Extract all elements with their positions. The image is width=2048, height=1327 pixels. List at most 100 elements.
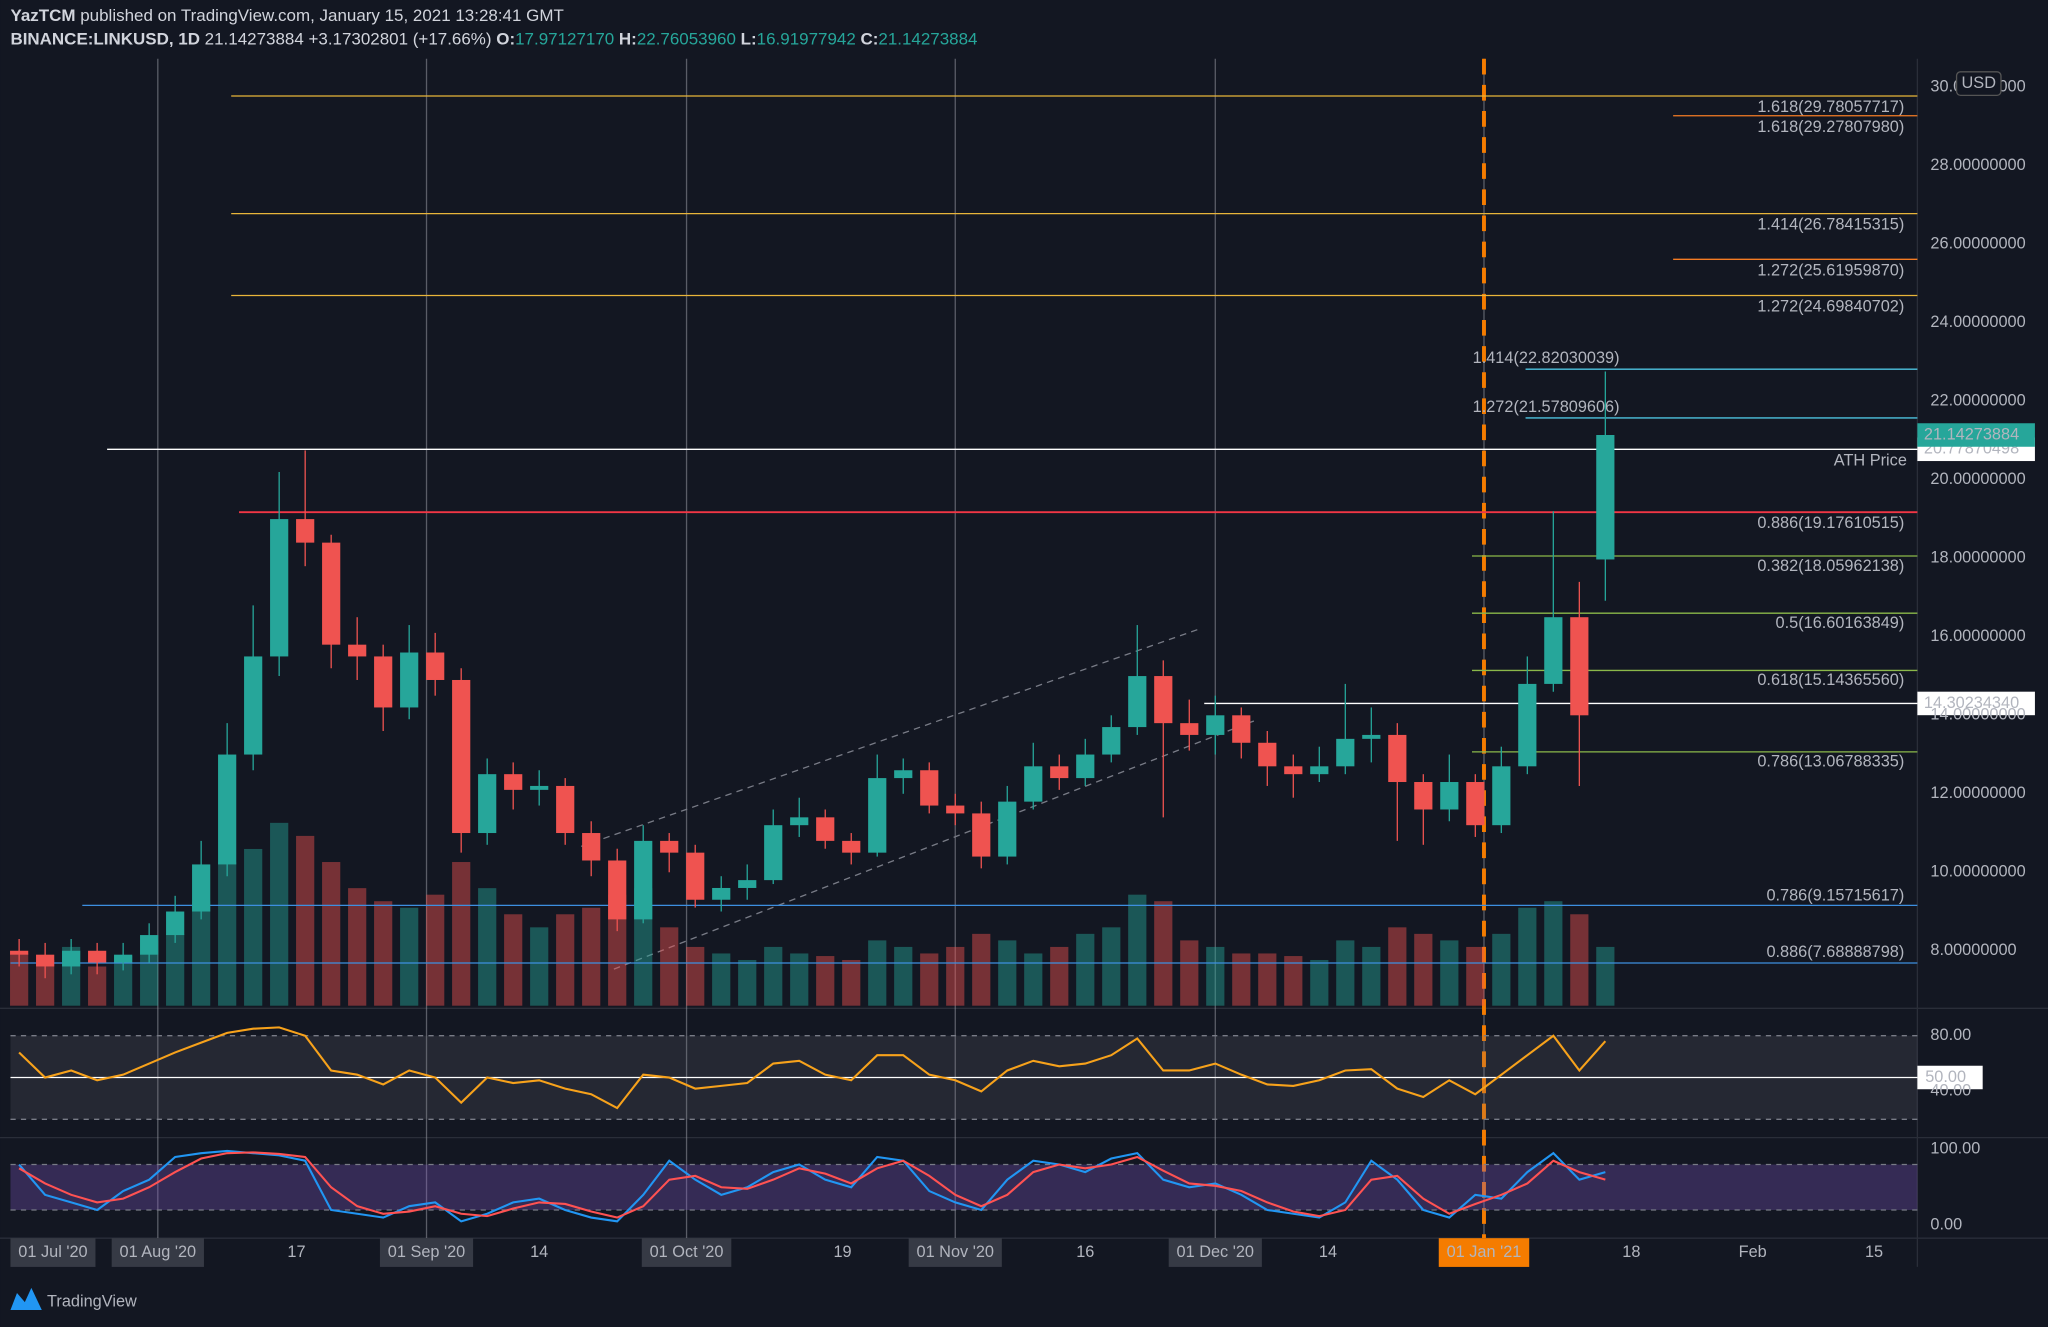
volume-bar — [1466, 946, 1485, 1006]
volume-bar — [972, 933, 991, 1006]
volume-bar — [712, 953, 731, 1006]
volume-bar — [1024, 953, 1043, 1006]
l-label: L: — [741, 30, 757, 49]
volume-bar — [1258, 953, 1277, 1006]
volume-bar — [504, 914, 523, 1006]
c-label: C: — [860, 30, 878, 49]
candle-body — [10, 950, 29, 955]
volume-bar — [426, 894, 445, 1006]
volume-bar — [1310, 959, 1329, 1006]
candle-body — [790, 817, 809, 826]
candle-body — [114, 954, 133, 963]
axis-price-box — [1917, 691, 2035, 716]
candle-body — [530, 785, 549, 790]
symbol: BINANCE:LINKUSD, 1D — [10, 30, 200, 49]
volume-bar — [452, 862, 471, 1006]
candle-body — [1050, 766, 1069, 779]
volume-bar — [660, 927, 679, 1006]
candle-body — [634, 840, 653, 920]
x-tick-label: 01 Oct '20 — [650, 1243, 724, 1261]
candle-body — [1388, 734, 1407, 783]
x-tick-label: 01 Nov '20 — [917, 1243, 994, 1261]
candle-body — [244, 656, 263, 755]
author: YazTCM — [10, 6, 75, 25]
volume-bar — [738, 959, 757, 1006]
level-label: 1.272(24.69840702) — [1757, 298, 1904, 316]
y-tick-label: 8.00000000 — [1930, 941, 2016, 959]
volume-bar — [140, 940, 159, 1006]
volume-bar — [868, 940, 887, 1006]
volume-bar — [1102, 927, 1121, 1006]
y-tick-label: 40.00 — [1930, 1082, 1971, 1100]
candle-body — [998, 801, 1017, 857]
volume-bar — [686, 946, 705, 1006]
x-tick-label: Feb — [1739, 1243, 1767, 1261]
volume-bar — [1440, 940, 1459, 1006]
volume-bar — [920, 953, 939, 1006]
volume-bar — [348, 888, 367, 1006]
candle-body — [1206, 715, 1225, 735]
volume-bar — [1284, 956, 1303, 1006]
candle-body — [556, 785, 575, 834]
candle-body — [608, 860, 627, 920]
candle-body — [1076, 754, 1095, 779]
y-tick-label: 18.00000000 — [1930, 549, 2025, 567]
candle-body — [712, 887, 731, 900]
level-label: 0.786(9.15715617) — [1766, 887, 1904, 905]
x-tick-label: 15 — [1865, 1243, 1883, 1261]
x-tick-label: 17 — [287, 1243, 305, 1261]
candle-body — [1180, 723, 1199, 735]
volume-bar — [1492, 933, 1511, 1006]
volume-bar — [1388, 927, 1407, 1006]
level-label: 1.618(29.78057717) — [1757, 98, 1904, 116]
x-tick-label: 01 Aug '20 — [120, 1243, 197, 1261]
level-label: 0.5(16.60163849) — [1776, 614, 1905, 632]
candle-body — [946, 805, 965, 814]
volume-bar — [10, 953, 29, 1006]
volume-bar — [270, 822, 289, 1006]
candle-body — [1466, 782, 1485, 826]
volume-bar — [946, 946, 965, 1006]
candle-body — [660, 840, 679, 853]
candle-body — [582, 833, 601, 861]
volume-bar — [1154, 901, 1173, 1006]
volume-bar — [244, 848, 263, 1006]
volume-bar — [1076, 933, 1095, 1006]
volume-bar — [764, 946, 783, 1006]
candle-body — [1258, 742, 1277, 767]
last-price-label: 21.14273884 — [1924, 425, 2019, 443]
header-line: YazTCM published on TradingView.com, Jan… — [10, 6, 563, 25]
currency-box — [1955, 71, 2002, 96]
level-label: 1.618(29.27807980) — [1757, 118, 1904, 136]
x-tick-box — [908, 1238, 1002, 1267]
x-tick-box — [641, 1238, 732, 1267]
axis-price-label: 14.30234340 — [1924, 694, 2019, 712]
volume-bar — [816, 956, 835, 1006]
candle-body — [140, 935, 159, 955]
x-tick-box — [379, 1238, 474, 1267]
candle-body — [1336, 738, 1355, 767]
trend-channel — [613, 720, 1255, 970]
x-tick-label: 16 — [1076, 1243, 1094, 1261]
symbol-line: BINANCE:LINKUSD, 1D 21.14273884 +3.17302… — [10, 30, 977, 49]
candle-body — [88, 950, 107, 963]
level-label: 1.414(22.82030039) — [1473, 349, 1620, 367]
candle-body — [686, 852, 705, 900]
candle-body — [374, 656, 393, 708]
x-tick-box — [1438, 1238, 1530, 1267]
candle-body — [764, 825, 783, 881]
volume-bar — [608, 894, 627, 1006]
volume-bar — [1128, 894, 1147, 1006]
level-label: 0.886(7.68888798) — [1766, 943, 1904, 961]
candle-body — [270, 519, 289, 657]
candle-body — [36, 954, 55, 967]
y-tick-label: 100.00 — [1930, 1140, 1980, 1158]
volume-bar — [114, 956, 133, 1006]
level-label: 1.272(21.57809606) — [1473, 398, 1620, 416]
candle-body — [426, 652, 445, 680]
c-value: 21.14273884 — [878, 30, 977, 49]
candle-body — [1440, 782, 1459, 810]
x-tick-box — [1168, 1238, 1262, 1267]
candle-body — [1544, 617, 1563, 684]
